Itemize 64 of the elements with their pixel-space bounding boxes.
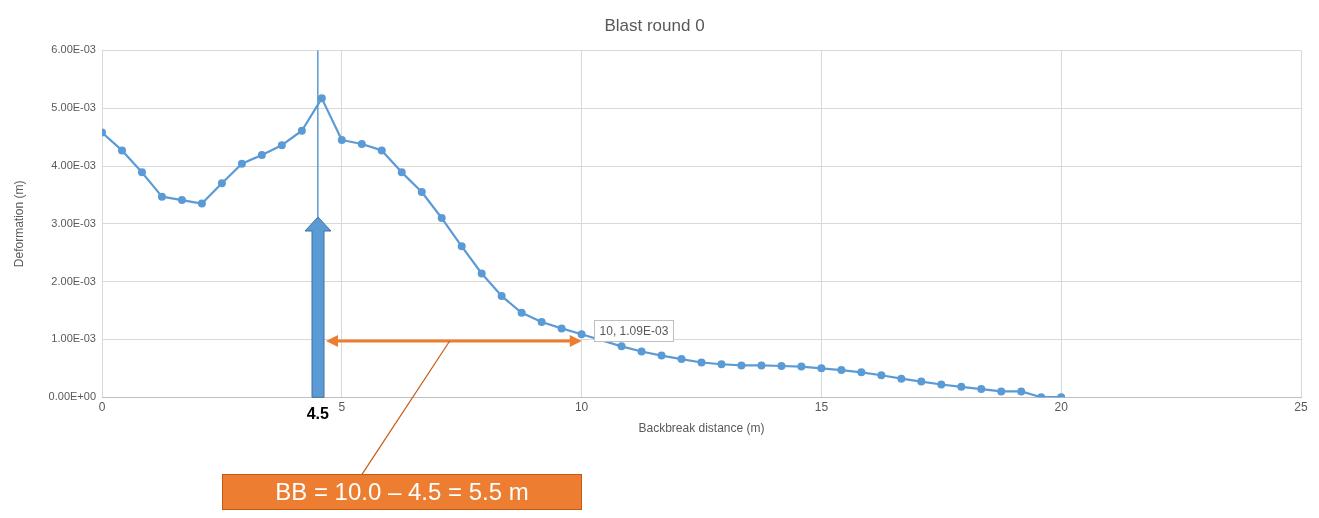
point <box>157 192 166 201</box>
point <box>477 269 486 278</box>
point <box>837 366 846 375</box>
point <box>757 361 766 370</box>
y-axis-title: Deformation (m) <box>11 180 26 268</box>
y-tick-label: 6.00E-03 <box>51 43 96 56</box>
point <box>277 141 286 150</box>
point <box>797 362 806 371</box>
y-tick-label: 4.00E-03 <box>51 159 96 172</box>
point <box>237 159 246 168</box>
point <box>118 146 126 155</box>
x-tick-label: 15 <box>814 399 829 414</box>
point <box>877 371 886 380</box>
y-tick-label: 5.00E-03 <box>51 101 96 114</box>
point <box>357 140 366 149</box>
point <box>137 168 146 177</box>
point <box>537 318 546 327</box>
point <box>637 347 646 356</box>
point <box>197 199 206 208</box>
point <box>177 196 186 205</box>
ref-line-label: 4.5 <box>306 405 329 423</box>
point <box>517 308 526 317</box>
point <box>977 385 986 394</box>
point <box>957 382 966 391</box>
point <box>257 151 266 160</box>
x-tick-label: 0 <box>98 399 106 414</box>
point <box>697 358 706 367</box>
point <box>857 368 866 377</box>
y-tick-label: 2.00E-03 <box>51 274 96 287</box>
point <box>497 292 506 301</box>
x-tick-label: 10 <box>574 399 589 414</box>
point <box>217 179 226 188</box>
x-tick-label: 20 <box>1054 399 1069 414</box>
point <box>457 242 466 251</box>
point <box>937 380 946 389</box>
point <box>997 387 1006 396</box>
point <box>577 330 586 339</box>
point <box>1017 387 1026 396</box>
x-axis-title: Backbreak distance (m) <box>638 421 765 436</box>
point <box>717 360 726 369</box>
point <box>437 214 446 223</box>
point <box>617 342 626 351</box>
x-tick-label: 25 <box>1294 399 1308 414</box>
point <box>417 188 426 197</box>
point <box>897 374 906 383</box>
point <box>377 146 386 155</box>
point <box>657 351 666 360</box>
y-tick-label: 0.00E+00 <box>48 390 96 403</box>
x-tick-label: 5 <box>338 399 346 414</box>
point <box>917 377 926 386</box>
chart-title: Blast round 0 <box>604 15 705 35</box>
y-tick-label: 1.00E-03 <box>51 332 96 345</box>
annotation: 10, 1.09E-03 <box>593 320 675 343</box>
point <box>397 168 406 177</box>
point <box>817 364 826 373</box>
text: BB = 10.0 – 4.5 = 5.5 m <box>222 474 582 510</box>
point <box>337 135 346 144</box>
point <box>557 324 566 333</box>
point <box>777 361 786 370</box>
point <box>737 361 746 370</box>
point <box>297 126 306 135</box>
y-tick-label: 3.00E-03 <box>51 216 96 229</box>
point <box>677 355 686 364</box>
point <box>317 94 326 103</box>
